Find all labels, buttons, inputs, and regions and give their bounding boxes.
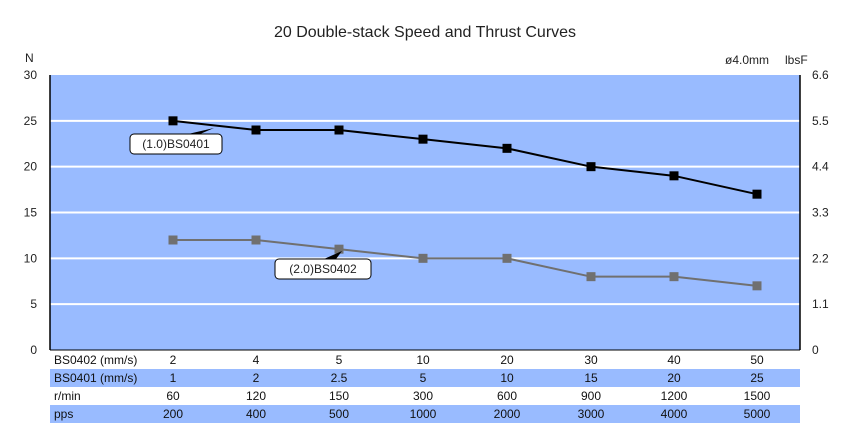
table-row-label: r/min: [54, 389, 81, 403]
table-cell: 2.5: [330, 371, 348, 385]
series-1-point: [669, 171, 679, 181]
y-tick-label: 25: [24, 114, 38, 128]
table-cell: 500: [328, 407, 350, 421]
series-1-point: [502, 143, 512, 153]
table-cell: 30: [584, 353, 598, 367]
table-row: BS0402 (mm/s) 2 4 5 10 20 30 40 50: [50, 351, 800, 369]
series-1-point: [251, 125, 261, 135]
y2-tick-label: 3.3: [812, 206, 829, 220]
table-cell: 200: [162, 407, 184, 421]
series-1-point: [418, 134, 428, 144]
table-row-label: BS0402 (mm/s): [54, 353, 138, 367]
table-cell: 60: [166, 389, 180, 403]
callout-pointer: [324, 251, 342, 259]
series-1-point: [168, 116, 178, 126]
y2-tick-label: 2.2: [812, 251, 829, 265]
table-cell: 10: [500, 371, 514, 385]
y-tick-label: 15: [24, 206, 38, 220]
series-1-point: [752, 189, 762, 199]
y-tick-label: 20: [24, 160, 38, 174]
table-cell: 50: [750, 353, 764, 367]
series-2-point: [168, 235, 178, 245]
series-1-point: [334, 125, 344, 135]
y-tick-label: 30: [24, 68, 38, 82]
diameter-label: ø4.0mm: [725, 53, 770, 67]
y2-tick-label: 5.5: [812, 114, 829, 128]
series-line-2: [173, 239, 758, 287]
y2-tick-label: 4.4: [812, 160, 829, 174]
table-cell: 1000: [409, 407, 437, 421]
y-tick-label: 10: [24, 251, 38, 265]
table-cell: 4: [252, 353, 260, 367]
table-cell: 1: [169, 371, 177, 385]
table-cell: 5000: [743, 407, 771, 421]
table-cell: 3000: [577, 407, 605, 421]
table-cell: 2000: [493, 407, 521, 421]
table-cell: 400: [245, 407, 267, 421]
table-row-label: BS0401 (mm/s): [54, 371, 138, 385]
series-2-point: [586, 272, 596, 282]
table-cell: 120: [245, 389, 267, 403]
series-2-point: [418, 253, 428, 263]
table-row: BS0401 (mm/s) 1 2 2.5 5 10 15 20 25: [50, 369, 800, 387]
series-line-1: [172, 119, 758, 196]
table-row: r/min 60 120 150 300 600 900 1200 1500: [50, 387, 800, 405]
y-tick-label: 5: [30, 297, 37, 311]
table-cell: 2: [252, 371, 260, 385]
table-cell: 5: [419, 371, 427, 385]
series-1-point: [586, 162, 596, 172]
series-2-point: [334, 244, 344, 254]
right-axis-unit: lbsF: [785, 53, 808, 67]
table-cell: 10: [416, 353, 430, 367]
y2-tick-label: 0: [812, 343, 819, 357]
table-cell: 600: [496, 389, 518, 403]
table-cell: 5: [335, 353, 343, 367]
series-2-point: [502, 253, 512, 263]
y2-tick-label: 6.6: [812, 68, 829, 82]
series-2-point: [752, 281, 762, 291]
series-2-point: [251, 235, 261, 245]
table-cell: 1500: [743, 389, 771, 403]
callout-box: [129, 133, 223, 155]
table-cell: 25: [750, 371, 764, 385]
series-label: (2.0)BS0402: [289, 262, 357, 276]
y-tick-label: 0: [30, 343, 37, 357]
table-cell: 15: [584, 371, 598, 385]
chart-title: 20 Double-stack Speed and Thrust Curves: [273, 24, 577, 41]
table-row-label: pps: [54, 407, 74, 421]
table-cell: 2: [169, 353, 177, 367]
table-row: pps 200 400 500 1000 2000 3000 4000 5000: [50, 405, 800, 423]
callout-box: [274, 258, 372, 280]
series-2-point: [669, 272, 679, 282]
table-cell: 1200: [660, 389, 688, 403]
left-axis-unit: N: [25, 51, 34, 65]
table-cell: 20: [500, 353, 514, 367]
table-cell: 20: [667, 371, 681, 385]
table-cell: 40: [667, 353, 681, 367]
table-cell: 150: [328, 389, 350, 403]
series-label: (1.0)BS0401: [142, 137, 210, 151]
table-cell: 300: [412, 389, 434, 403]
data-table: BS0402 (mm/s) 2 4 5 10 20 30 40 50 BS0401 (mm/s) 1…: [50, 351, 800, 423]
table-cell: 900: [580, 389, 602, 403]
callout-pointer: [188, 128, 214, 134]
table-cell: 4000: [660, 407, 688, 421]
y2-tick-label: 1.1: [812, 297, 829, 311]
